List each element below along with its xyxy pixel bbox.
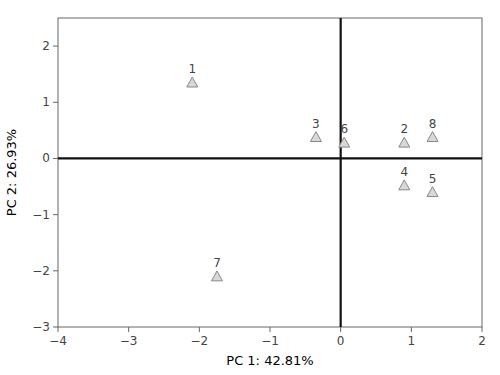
x-tick bbox=[58, 327, 59, 332]
chart: −4−3−2−1012−3−2−101212345678PC 1: 42.81%… bbox=[0, 0, 500, 375]
x-tick-label: 1 bbox=[408, 334, 416, 348]
zero-line bbox=[340, 18, 342, 327]
x-tick-label: −3 bbox=[120, 334, 138, 348]
y-tick-label: 1 bbox=[42, 95, 50, 109]
point bbox=[399, 180, 410, 190]
x-tick-label: −1 bbox=[261, 334, 279, 348]
y-tick-label: −2 bbox=[32, 264, 50, 278]
zero-line bbox=[58, 157, 482, 159]
point-label: 2 bbox=[400, 122, 408, 136]
y-tick bbox=[53, 214, 58, 215]
x-tick bbox=[340, 327, 341, 332]
point-label: 3 bbox=[312, 117, 320, 131]
point bbox=[427, 187, 438, 197]
y-tick-label: −1 bbox=[32, 208, 50, 222]
x-tick bbox=[411, 327, 412, 332]
point bbox=[339, 137, 350, 147]
point-label: 7 bbox=[213, 256, 221, 270]
point-label: 4 bbox=[400, 165, 408, 179]
y-axis-label: PC 2: 26.93% bbox=[4, 129, 19, 216]
point bbox=[427, 132, 438, 142]
point-label: 1 bbox=[188, 62, 196, 76]
plot-area bbox=[58, 18, 482, 327]
y-tick bbox=[53, 327, 58, 328]
x-tick-label: −4 bbox=[49, 334, 67, 348]
point bbox=[187, 77, 198, 87]
point bbox=[310, 132, 321, 142]
x-tick bbox=[199, 327, 200, 332]
y-tick bbox=[53, 102, 58, 103]
point bbox=[399, 137, 410, 147]
y-tick-label: 2 bbox=[42, 39, 50, 53]
x-tick-label: 2 bbox=[478, 334, 486, 348]
x-tick bbox=[270, 327, 271, 332]
y-tick-label: 0 bbox=[42, 151, 50, 165]
y-tick-label: −3 bbox=[32, 320, 50, 334]
plot-frame bbox=[58, 18, 482, 327]
point bbox=[212, 271, 223, 281]
x-tick bbox=[128, 327, 129, 332]
y-tick bbox=[53, 46, 58, 47]
point-label: 6 bbox=[340, 122, 348, 136]
y-tick bbox=[53, 270, 58, 271]
point-label: 5 bbox=[429, 172, 437, 186]
point-label: 8 bbox=[429, 117, 437, 131]
x-tick-label: 0 bbox=[337, 334, 345, 348]
x-tick bbox=[482, 327, 483, 332]
x-axis-label: PC 1: 42.81% bbox=[226, 353, 313, 368]
x-tick-label: −2 bbox=[190, 334, 208, 348]
y-tick bbox=[53, 158, 58, 159]
